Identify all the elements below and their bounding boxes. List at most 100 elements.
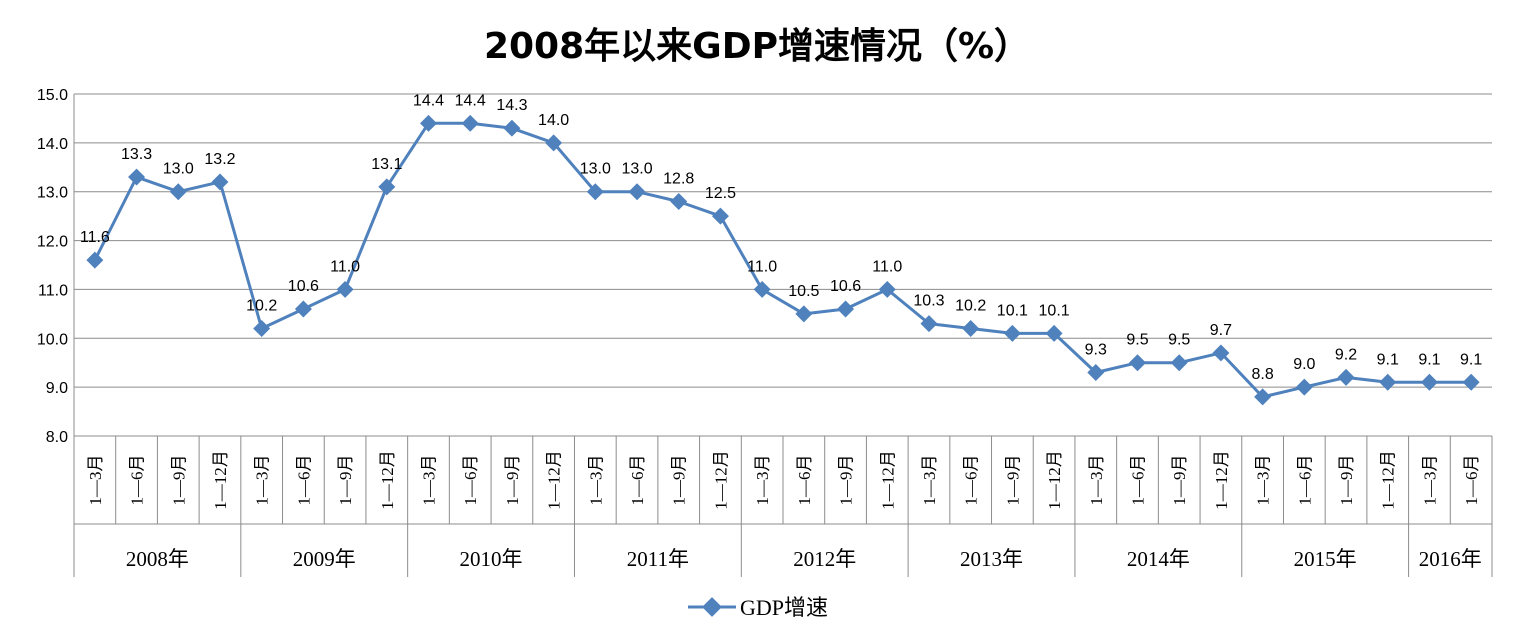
x-tick-label: 1—9月 (670, 455, 689, 506)
data-point (1129, 354, 1146, 372)
data-point (795, 305, 813, 323)
data-label: 10.6 (830, 278, 861, 295)
data-point (128, 168, 146, 186)
data-label: 11.6 (80, 229, 110, 246)
data-label: 14.4 (455, 92, 486, 109)
x-tick-label: 1—9月 (336, 455, 355, 506)
x-tick-label: 1—12月 (711, 450, 730, 510)
data-label: 11.0 (747, 258, 777, 275)
data-point (294, 300, 312, 318)
y-tick-label: 15.0 (37, 87, 68, 104)
data-point (211, 173, 229, 191)
y-tick-label: 9.0 (46, 380, 68, 397)
data-label: 9.2 (1335, 346, 1357, 363)
data-point (1462, 373, 1480, 391)
data-point (837, 300, 855, 318)
data-point (1295, 378, 1313, 396)
data-label: 14.4 (413, 92, 444, 109)
x-tick-label: 1—12月 (378, 450, 397, 510)
x-tick-label: 1—3月 (420, 455, 439, 506)
data-point (336, 280, 354, 298)
x-tick-label: 1—9月 (837, 455, 856, 506)
data-label: 9.1 (1460, 351, 1482, 368)
data-label: 10.1 (997, 302, 1028, 319)
y-tick-label: 12.0 (37, 234, 68, 251)
data-label: 11.0 (872, 258, 902, 275)
data-label: 14.3 (496, 97, 527, 114)
year-label: 2013年 (960, 547, 1023, 571)
data-label: 10.6 (288, 278, 319, 295)
data-label: 10.5 (788, 283, 819, 300)
year-label: 2008年 (126, 547, 189, 571)
x-tick-label: 1—9月 (1003, 455, 1022, 506)
x-tick-label: 1—9月 (1170, 455, 1189, 506)
data-point (1003, 324, 1021, 342)
x-tick-label: 1—9月 (503, 455, 522, 506)
data-label: 12.8 (663, 170, 694, 187)
x-tick-label: 1—12月 (878, 450, 897, 510)
data-point (86, 251, 104, 269)
x-tick-label: 1—6月 (294, 455, 313, 506)
x-tick-label: 1—12月 (1379, 450, 1398, 510)
x-tick-label: 1—3月 (86, 455, 105, 506)
x-tick-label: 1—6月 (1462, 455, 1481, 506)
data-label: 13.3 (121, 146, 152, 163)
data-point (461, 114, 479, 132)
x-tick-label: 1—3月 (753, 455, 772, 506)
data-point (753, 280, 771, 298)
x-tick-label: 1—6月 (628, 455, 647, 506)
x-tick-label: 1—6月 (962, 455, 981, 506)
data-point (1170, 354, 1188, 372)
x-tick-label: 1—3月 (586, 455, 605, 506)
year-label: 2014年 (1127, 547, 1190, 571)
data-point (920, 315, 938, 333)
data-label: 13.0 (621, 161, 652, 178)
chart-title: 2008年以来GDP增速情况（%） (484, 26, 1030, 67)
data-point (503, 119, 521, 137)
x-tick-label: 1—12月 (1212, 450, 1231, 510)
data-label: 9.5 (1126, 332, 1148, 349)
x-tick-label: 1—6月 (128, 455, 147, 506)
data-point (169, 183, 187, 201)
data-label: 8.8 (1251, 366, 1273, 383)
year-label: 2011年 (627, 547, 689, 571)
data-label: 10.2 (246, 298, 277, 315)
year-label: 2010年 (460, 547, 523, 571)
y-axis: 8.0 9.0 10.0 11.0 12.0 13.0 14.0 15.0 (37, 87, 75, 577)
data-label: 9.7 (1210, 322, 1232, 339)
data-label: 13.0 (163, 161, 194, 178)
data-label: 13.0 (580, 161, 611, 178)
data-label: 10.1 (1039, 302, 1070, 319)
data-point (586, 183, 604, 201)
data-point (253, 320, 271, 337)
data-point (670, 193, 688, 210)
x-tick-label: 1—3月 (1254, 455, 1273, 506)
y-tick-label: 11.0 (38, 282, 68, 299)
x-tick-label: 1—12月 (1045, 450, 1064, 510)
x-tick-label: 1—6月 (1295, 455, 1314, 506)
data-label: 13.2 (204, 151, 235, 168)
data-label: 9.1 (1377, 351, 1399, 368)
y-tick-label: 13.0 (37, 185, 68, 202)
data-label: 9.3 (1085, 341, 1107, 358)
data-point (628, 183, 646, 201)
data-point (545, 134, 563, 152)
data-point (878, 280, 896, 298)
plot-area: 11.6 13.3 13.0 13.2 10.2 10.6 11.0 13.1 14.4 14.4… (80, 92, 1482, 406)
data-point (1379, 373, 1397, 391)
x-tick-label: 1—6月 (1129, 455, 1148, 506)
year-label: 2016年 (1419, 547, 1482, 571)
data-label: 14.0 (538, 112, 569, 129)
x-tick-label: 1—3月 (920, 455, 939, 506)
data-point (1337, 368, 1355, 386)
data-point (711, 207, 729, 225)
data-point (1420, 373, 1438, 391)
data-label: 12.5 (705, 185, 736, 202)
y-tick-label: 8.0 (46, 429, 68, 446)
x-tick-label: 1—9月 (1337, 455, 1356, 506)
x-axis: 1—3月 1—6月 1—9月 1—12月 1—3月 1—6月 1—9月 1—12月 1—3月 1—… (74, 436, 1493, 577)
x-tick-label: 1—3月 (1087, 455, 1106, 506)
data-label: 9.5 (1168, 332, 1190, 349)
legend-diamond-marker (702, 597, 722, 617)
